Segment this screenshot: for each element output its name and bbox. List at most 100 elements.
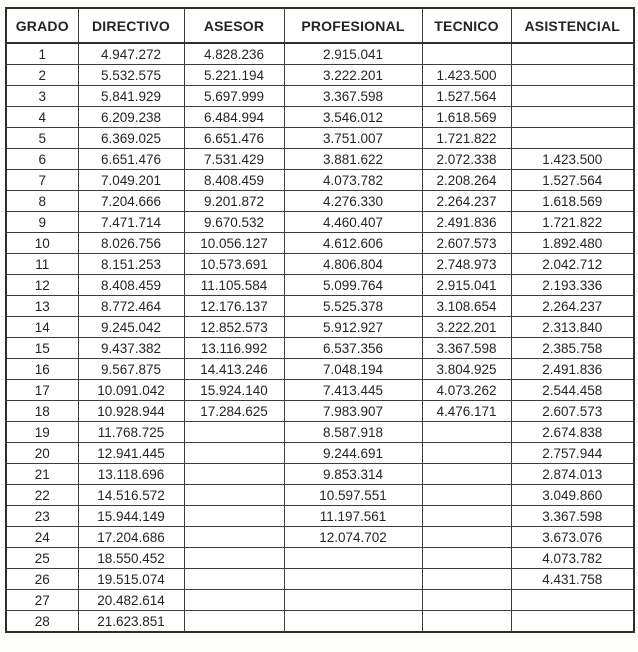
table-row: 21 13.118.696 9.853.314 2.874.013 [5, 463, 635, 485]
salary-value-cell: 7.049.201 [77, 169, 185, 191]
salary-value-cell: 11.197.561 [283, 505, 423, 527]
column-header-directivo: DIRECTIVO [77, 7, 185, 44]
column-header-grado: GRADO [5, 7, 79, 44]
salary-value-cell: 5.525.378 [283, 295, 423, 317]
salary-value-cell: 2.544.458 [510, 379, 635, 401]
salary-value-cell: 7.471.714 [77, 211, 185, 233]
salary-value-cell: 2.491.836 [510, 358, 635, 380]
salary-value-cell: 1.423.500 [421, 64, 512, 86]
salary-value-cell [510, 127, 635, 149]
salary-value-cell: 3.367.598 [421, 337, 512, 359]
salary-value-cell: 5.532.575 [77, 64, 185, 86]
salary-value-cell [421, 484, 512, 506]
salary-value-cell: 8.408.459 [77, 274, 185, 296]
salary-value-cell: 1.618.569 [421, 106, 512, 128]
salary-value-cell [183, 463, 285, 485]
grado-cell: 21 [5, 463, 79, 485]
salary-value-cell: 6.484.994 [183, 106, 285, 128]
salary-value-cell: 12.176.137 [183, 295, 285, 317]
salary-value-cell [183, 484, 285, 506]
table-row: 8 7.204.666 9.201.872 4.276.330 2.264.237 1.6… [5, 190, 635, 212]
salary-value-cell: 2.264.237 [421, 190, 512, 212]
salary-value-cell [510, 85, 635, 107]
grado-cell: 6 [5, 148, 79, 170]
salary-value-cell: 7.531.429 [183, 148, 285, 170]
salary-value-cell [183, 610, 285, 633]
grado-cell: 4 [5, 106, 79, 128]
table-row: 7 7.049.201 8.408.459 4.073.782 2.208.264 1.5… [5, 169, 635, 191]
grado-cell: 27 [5, 589, 79, 611]
grado-cell: 11 [5, 253, 79, 275]
salary-value-cell: 1.527.564 [421, 85, 512, 107]
table-row: 26 19.515.074 4.431.758 [5, 568, 635, 590]
grado-cell: 26 [5, 568, 79, 590]
salary-value-cell: 3.108.654 [421, 295, 512, 317]
salary-value-cell: 3.881.622 [283, 148, 423, 170]
salary-value-cell [421, 442, 512, 464]
salary-value-cell: 5.912.927 [283, 316, 423, 338]
grado-cell: 2 [5, 64, 79, 86]
salary-value-cell: 2.072.338 [421, 148, 512, 170]
table-row: 13 8.772.464 12.176.137 5.525.378 3.108.654 2… [5, 295, 635, 317]
grado-cell: 3 [5, 85, 79, 107]
salary-value-cell: 17.204.686 [77, 526, 185, 548]
table-row: 17 10.091.042 15.924.140 7.413.445 4.073.262… [5, 379, 635, 401]
table-row: 28 21.623.851 [5, 610, 635, 633]
salary-value-cell: 5.221.194 [183, 64, 285, 86]
table-row: 18 10.928.944 17.284.625 7.983.907 4.476.171… [5, 400, 635, 422]
salary-value-cell [510, 589, 635, 611]
salary-value-cell: 4.073.782 [510, 547, 635, 569]
salary-value-cell [421, 610, 512, 633]
table-row: 4 6.209.238 6.484.994 3.546.012 1.618.569 [5, 106, 635, 128]
salary-value-cell: 6.537.356 [283, 337, 423, 359]
salary-value-cell: 9.670.532 [183, 211, 285, 233]
salary-value-cell [183, 589, 285, 611]
salary-value-cell [283, 568, 423, 590]
table-row: 9 7.471.714 9.670.532 4.460.407 2.491.836 1.7… [5, 211, 635, 233]
grado-cell: 9 [5, 211, 79, 233]
salary-value-cell: 4.612.606 [283, 232, 423, 254]
salary-value-cell: 3.673.076 [510, 526, 635, 548]
salary-value-cell: 8.026.756 [77, 232, 185, 254]
grado-cell: 20 [5, 442, 79, 464]
table-row: 11 8.151.253 10.573.691 4.806.804 2.748.973 2… [5, 253, 635, 275]
salary-value-cell: 12.852.573 [183, 316, 285, 338]
salary-value-cell: 9.244.691 [283, 442, 423, 464]
table-row: 24 17.204.686 12.074.702 3.673.076 [5, 526, 635, 548]
salary-value-cell [421, 42, 512, 65]
salary-value-cell: 15.924.140 [183, 379, 285, 401]
column-header-tecnico: TECNICO [421, 7, 512, 44]
salary-value-cell: 3.222.201 [283, 64, 423, 86]
salary-value-cell: 8.772.464 [77, 295, 185, 317]
salary-value-cell: 4.073.262 [421, 379, 512, 401]
salary-value-cell [510, 42, 635, 65]
salary-value-cell: 8.587.918 [283, 421, 423, 443]
salary-value-cell: 4.460.407 [283, 211, 423, 233]
salary-value-cell [183, 442, 285, 464]
grado-cell: 15 [5, 337, 79, 359]
table-row: 14 9.245.042 12.852.573 5.912.927 3.222.201 2… [5, 316, 635, 338]
salary-value-cell: 6.209.238 [77, 106, 185, 128]
salary-value-cell: 6.651.476 [77, 148, 185, 170]
salary-value-cell [421, 526, 512, 548]
salary-value-cell [283, 589, 423, 611]
grado-cell: 25 [5, 547, 79, 569]
salary-value-cell: 2.915.041 [283, 42, 423, 65]
salary-value-cell: 10.597.551 [283, 484, 423, 506]
salary-value-cell: 2.757.944 [510, 442, 635, 464]
salary-value-cell: 1.721.822 [421, 127, 512, 149]
table-row: 20 12.941.445 9.244.691 2.757.944 [5, 442, 635, 464]
grado-cell: 7 [5, 169, 79, 191]
salary-value-cell: 12.074.702 [283, 526, 423, 548]
salary-value-cell: 9.201.872 [183, 190, 285, 212]
grado-cell: 17 [5, 379, 79, 401]
salary-value-cell [183, 421, 285, 443]
salary-value-cell [183, 505, 285, 527]
table-body: 1 4.947.272 4.828.236 2.915.041 2 5.532.575 5.… [5, 42, 635, 633]
salary-value-cell: 3.804.925 [421, 358, 512, 380]
salary-value-cell [510, 64, 635, 86]
salary-value-cell: 8.408.459 [183, 169, 285, 191]
salary-value-cell: 1.892.480 [510, 232, 635, 254]
salary-value-cell: 1.423.500 [510, 148, 635, 170]
salary-value-cell: 1.721.822 [510, 211, 635, 233]
